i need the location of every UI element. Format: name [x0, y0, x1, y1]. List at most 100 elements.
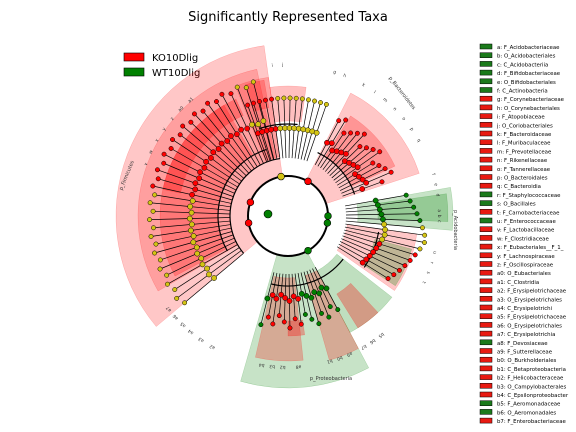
node-mid-29	[238, 126, 244, 133]
node-mid-57	[350, 162, 357, 168]
node-mid-17	[192, 180, 199, 187]
node-leaf-30	[228, 91, 234, 97]
key-label-f: f: C_Actinobacteria	[497, 89, 548, 95]
node-leaf-39	[309, 316, 315, 322]
key-label-h: h: O_Corynebacteriales	[497, 106, 560, 112]
key-label-b5: b5: F_Aeromonadaceae	[497, 402, 561, 408]
node-mid-49	[324, 139, 330, 146]
key-swatch-i	[479, 113, 493, 119]
node-leaf-28	[214, 99, 219, 104]
node-leaf-44	[281, 319, 287, 325]
node-leaf-73	[412, 252, 418, 258]
sector-label-q: q	[415, 138, 421, 143]
sector-label-b6: b6	[368, 337, 376, 345]
sector-label-r: r	[428, 261, 434, 265]
node-leaf-72	[417, 246, 423, 252]
node-leaf-11	[147, 217, 152, 223]
node-mid-22	[208, 155, 214, 161]
key-label-x: x: F_Eubacteriales__F_1_	[497, 245, 564, 251]
node-leaf-69	[420, 225, 425, 231]
sector-label-l: l	[372, 89, 376, 95]
node-leaf-56	[364, 145, 369, 151]
node-mid-54	[343, 150, 349, 157]
sector-label-a9: a9	[346, 350, 354, 358]
node-leaf-52	[348, 130, 354, 136]
key-swatch-h	[479, 104, 493, 111]
key-label-a9: a9: F_Sutterellaceae	[497, 350, 553, 356]
key-label-r: r: F_Staphylococcaceae	[497, 193, 561, 199]
key-swatch-b1	[479, 365, 493, 372]
node-leaf-38	[316, 321, 322, 327]
node-leaf-40	[302, 312, 308, 317]
node-leaf-14	[152, 192, 158, 198]
sector-label-e: e	[432, 183, 438, 187]
node-mid-37	[311, 289, 318, 295]
sector-label-a7: a7	[165, 305, 173, 313]
node-leaf-7	[152, 250, 157, 256]
node-leaf-17	[154, 167, 160, 173]
node-mid-42	[290, 293, 297, 300]
sector-label-f: f	[430, 173, 436, 177]
sector-label-b0: b0	[336, 354, 344, 362]
sector-label-s: s	[425, 270, 431, 275]
sector-label-t: t	[421, 280, 427, 284]
key-swatch-b7	[479, 417, 493, 424]
key-label-e: e: O_Bifidobacteriales	[497, 80, 556, 86]
node-leaf-84	[275, 95, 281, 101]
key-swatch-a2	[479, 287, 493, 293]
node-leaf-79	[245, 102, 251, 108]
sector-label-i: i	[271, 63, 273, 69]
node-mid-8	[190, 233, 197, 239]
node-mid-69	[381, 221, 387, 228]
key-label-l: l: F_Muribaculaceae	[497, 141, 551, 147]
sector-label-a4: a4	[187, 327, 195, 335]
node-phylum-6	[323, 219, 332, 227]
node-leaf-37	[319, 310, 324, 316]
clade-label-acidobacteria: p_Acidobacteria	[452, 210, 458, 250]
node-leaf-81	[257, 99, 262, 104]
node-mid-11	[186, 215, 193, 222]
key-swatch-j	[479, 122, 493, 128]
node-mid-74	[373, 245, 380, 251]
node-leaf-3	[165, 281, 170, 287]
sector-label-b5: b5	[377, 331, 385, 339]
key-swatch-r	[479, 191, 493, 198]
node-leaf-58	[377, 149, 383, 155]
cladogram-nodes	[147, 79, 428, 331]
node-leaf-71	[421, 240, 427, 245]
node-leaf-68	[417, 218, 423, 224]
key-swatch-a9	[479, 348, 493, 354]
node-leaf-77	[391, 272, 397, 278]
key-label-a2: a2: F_Erysipelotrichaceae	[497, 289, 567, 295]
node-mid-40	[298, 290, 305, 297]
node-leaf-70	[422, 232, 428, 238]
sector-label-a5: a5	[179, 320, 187, 328]
node-leaf-91	[318, 100, 323, 106]
key-label-t: t: F_Carnobacteriaceae	[497, 210, 560, 216]
key-label-b1: b1: C_Betaproteobacteria	[497, 367, 566, 373]
node-leaf-59	[370, 160, 376, 166]
node-mid-51	[329, 147, 336, 154]
node-phylum-1	[324, 212, 332, 220]
node-mid-70	[382, 226, 388, 233]
key-label-d: d: F_Bifidobacteriaceae	[497, 71, 561, 77]
node-mid-9	[187, 227, 194, 234]
node-leaf-31	[234, 84, 240, 90]
node-phylum-4	[244, 219, 253, 227]
sector-label-u: u	[431, 250, 437, 254]
node-mid-30	[244, 125, 251, 132]
key-swatch-a0	[479, 269, 493, 276]
key-swatch-x	[479, 243, 493, 250]
node-mid-41	[295, 296, 302, 302]
node-mid-20	[201, 164, 208, 171]
key-label-s: s: O_Bacillales	[497, 202, 536, 208]
key-label-b0: b0: O_Burkholderiales	[497, 358, 557, 364]
node-leaf-47	[265, 314, 271, 320]
node-leaf-57	[370, 147, 376, 152]
key-swatch-q	[479, 182, 493, 189]
key-label-v: v: F_Lactobacillaceae	[497, 228, 555, 234]
tree-arc-1	[229, 157, 281, 254]
node-mid-24	[215, 146, 222, 152]
clade-label-bacteroidetes: p_Bacteroidetes	[387, 76, 417, 112]
